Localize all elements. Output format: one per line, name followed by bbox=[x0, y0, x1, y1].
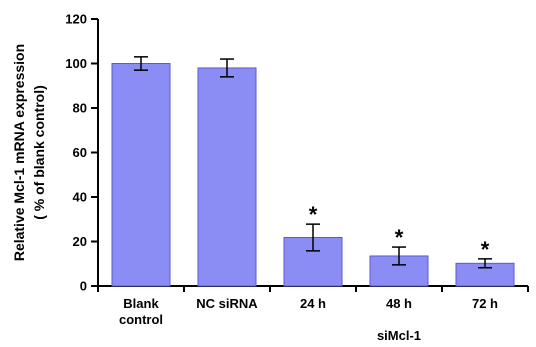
y-tick-label: 20 bbox=[73, 234, 87, 249]
y-tick-label: 120 bbox=[65, 12, 87, 27]
x-tick-label: NC siRNA bbox=[196, 296, 258, 311]
y-tick-label: 60 bbox=[73, 145, 87, 160]
x-tick-label: 48 h bbox=[386, 296, 412, 311]
x-axis bbox=[97, 285, 529, 292]
group-label: siMcl-1 bbox=[377, 328, 421, 343]
y-axis: 0 20 40 60 80 100 120 bbox=[65, 12, 99, 294]
y-tick-label: 0 bbox=[80, 279, 87, 294]
x-tick-label: 72 h bbox=[472, 296, 498, 311]
significance-star: * bbox=[395, 225, 404, 250]
bar bbox=[111, 63, 171, 287]
significance-star: * bbox=[309, 202, 318, 227]
y-tick-label: 40 bbox=[73, 190, 87, 205]
bar bbox=[197, 67, 257, 287]
error-bars bbox=[134, 56, 492, 269]
y-tick-label: 80 bbox=[73, 101, 87, 116]
y-axis-title-line: Relative Mcl-1 mRNA expression bbox=[11, 44, 27, 261]
group-label-text: siMcl-1 bbox=[377, 328, 421, 343]
x-tick-label: 24 h bbox=[300, 296, 326, 311]
significance-markers: * * * bbox=[309, 202, 490, 262]
y-tick-label: 100 bbox=[65, 56, 87, 71]
bars bbox=[111, 63, 515, 287]
x-tick-label: Blank bbox=[123, 296, 159, 311]
significance-star: * bbox=[481, 237, 490, 262]
y-axis-title-line: ( % of blank control) bbox=[31, 85, 47, 220]
y-axis-title: Relative Mcl-1 mRNA expression( % of bla… bbox=[11, 44, 47, 261]
x-tick-label: control bbox=[119, 312, 163, 327]
